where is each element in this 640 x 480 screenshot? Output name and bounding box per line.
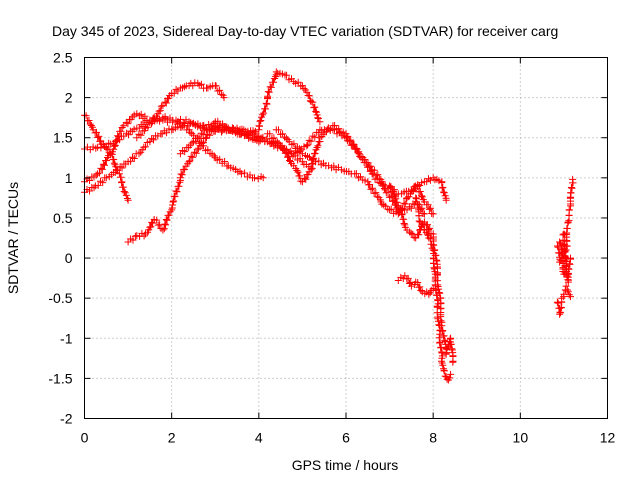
series-markers (553, 282, 574, 318)
series-markers (81, 119, 315, 196)
axis-ticks (84, 57, 608, 419)
y-tick-label: 2 (65, 90, 73, 106)
series-markers (176, 68, 324, 158)
series-arc10 (264, 122, 428, 218)
chart-title: Day 345 of 2023, Sidereal Day-to-day VTE… (52, 23, 558, 39)
y-tick-label: -2 (60, 411, 73, 427)
x-tick-label: 0 (81, 430, 89, 446)
y-tick-labels: -2 -1.5 -1 -0.5 0 0.5 1 1.5 2 2.5 (48, 50, 72, 427)
series-arc1 (81, 115, 267, 183)
x-tick-labels: 0 2 4 6 8 10 12 (81, 430, 616, 446)
grid-lines (84, 57, 608, 419)
y-tick-label: 0.5 (53, 210, 73, 226)
y-tick-label: 1.5 (53, 130, 73, 146)
series-arc13 (412, 194, 455, 384)
x-tick-label: 6 (342, 430, 350, 446)
series-markers (133, 79, 228, 142)
y-tick-label: -0.5 (48, 290, 72, 306)
series-arc2 (81, 119, 315, 196)
x-tick-label: 8 (429, 430, 437, 446)
series-arc14 (553, 282, 574, 318)
series-markers (412, 194, 455, 384)
series-arc7 (176, 68, 324, 158)
y-axis-label: SDTVAR / TECUs (5, 182, 21, 294)
x-tick-label: 10 (513, 430, 529, 446)
series-arc12 (394, 272, 437, 298)
series-markers (553, 230, 574, 286)
x-tick-label: 4 (255, 430, 263, 446)
y-tick-label: 0 (65, 250, 73, 266)
y-tick-label: -1 (60, 330, 73, 346)
x-tick-label: 2 (168, 430, 176, 446)
series-arc6 (133, 79, 228, 142)
data-marks (81, 68, 577, 384)
y-tick-label: 2.5 (53, 50, 73, 66)
y-tick-label: -1.5 (48, 370, 72, 386)
series-arc16 (553, 230, 574, 286)
x-tick-label: 12 (600, 430, 616, 446)
series-markers (264, 122, 428, 218)
series-markers (81, 115, 267, 183)
x-axis-label: GPS time / hours (292, 457, 399, 473)
y-tick-label: 1 (65, 170, 73, 186)
series-markers (394, 272, 437, 298)
